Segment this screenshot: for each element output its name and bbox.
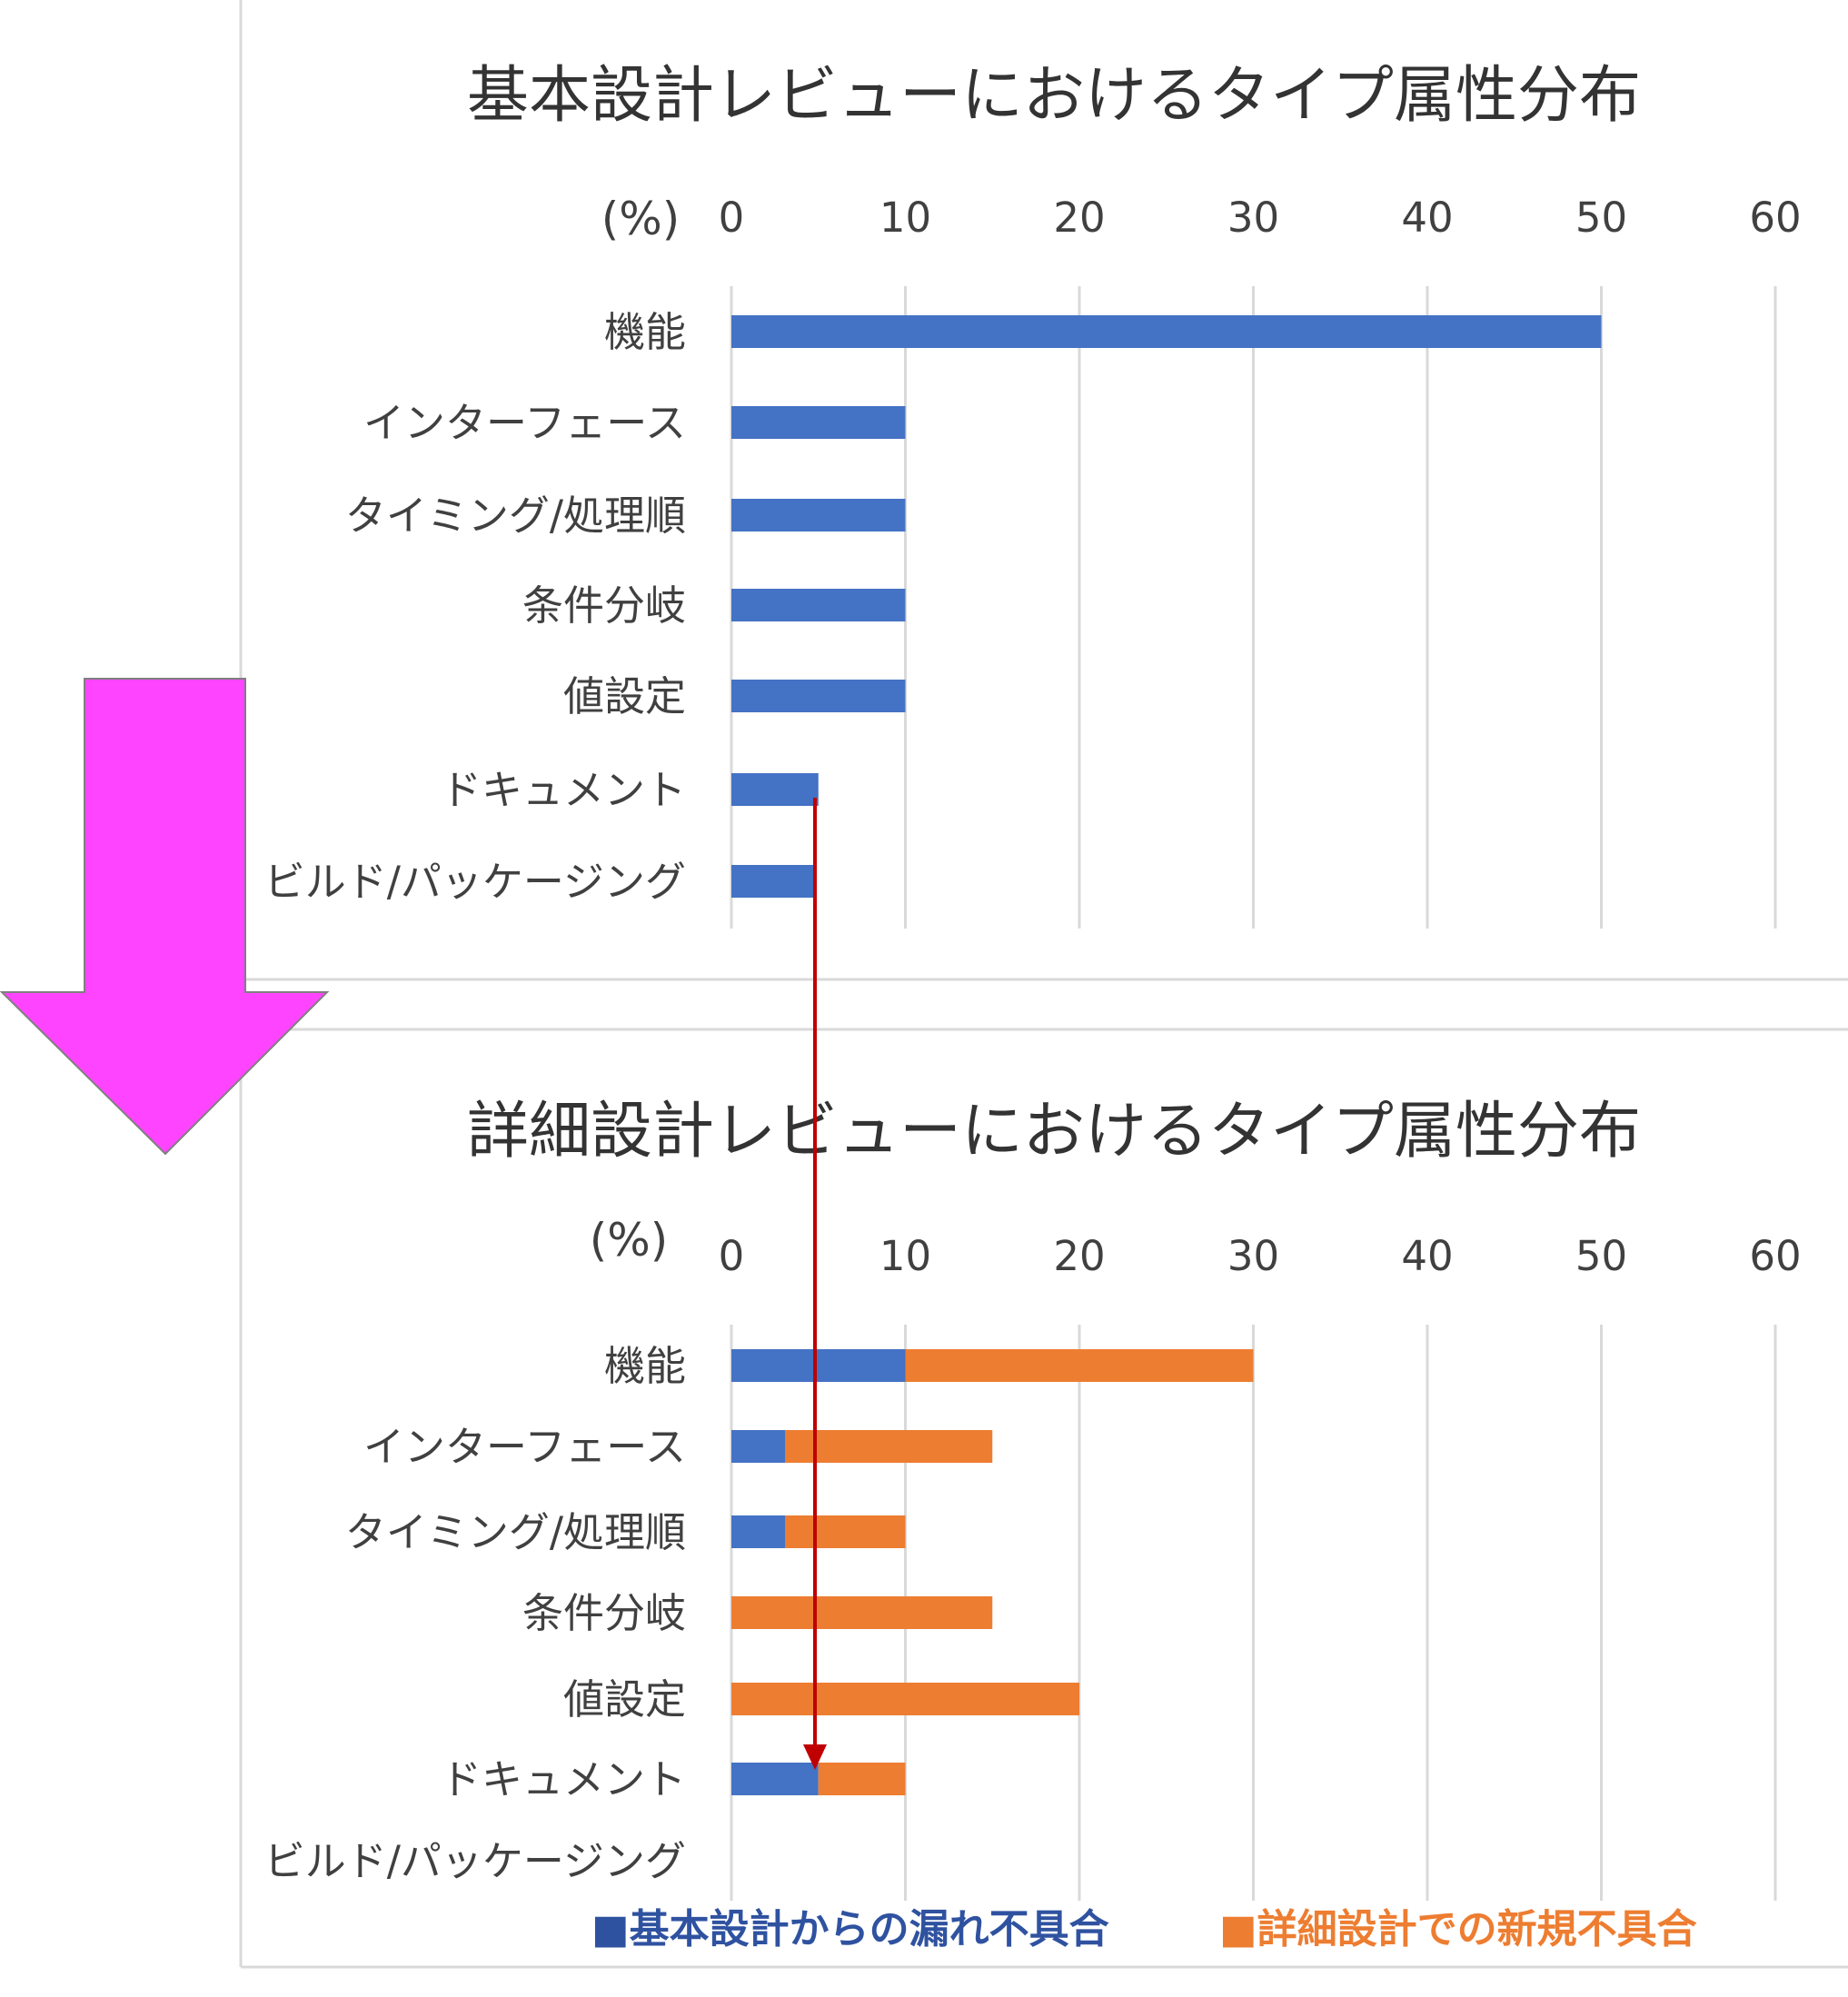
bar-segment bbox=[731, 1430, 786, 1463]
trace-arrow bbox=[803, 798, 827, 1770]
bar-segment bbox=[731, 1683, 1079, 1715]
tick-label: 10 bbox=[879, 1232, 931, 1280]
tick-label: 30 bbox=[1227, 194, 1279, 242]
category-label: 値設定 bbox=[563, 1675, 686, 1724]
category-label: タイミング/処理順 bbox=[345, 492, 686, 540]
category-label: 条件分岐 bbox=[522, 581, 686, 630]
bar-segment bbox=[731, 1596, 993, 1629]
legend-item-detail-design: ■詳細設計での新規不具合 bbox=[1219, 1906, 1697, 1952]
category-label: 条件分岐 bbox=[522, 1589, 686, 1637]
tick-label: 20 bbox=[1053, 194, 1105, 242]
category-label: タイミング/処理順 bbox=[345, 1508, 686, 1556]
bottom-chart-bars bbox=[731, 1349, 1254, 1795]
top-chart-unit-label: (%) bbox=[601, 193, 681, 245]
tick-label: 50 bbox=[1575, 1232, 1627, 1280]
bottom-chart-unit-label: (%) bbox=[590, 1214, 669, 1267]
bar-segment bbox=[731, 589, 906, 621]
category-label: 機能 bbox=[604, 1342, 686, 1390]
category-label: ドキュメント bbox=[441, 766, 686, 814]
legend-item-basic-design: ■基本設計からの漏れ不具合 bbox=[591, 1906, 1109, 1952]
top-chart-bars bbox=[731, 315, 1602, 898]
tick-label: 30 bbox=[1227, 1232, 1279, 1280]
bar-segment bbox=[731, 773, 819, 806]
legend-swatch-basic: ■ bbox=[591, 1906, 630, 1952]
top-chart-category-labels: 機能インターフェースタイミング/処理順条件分岐値設定ドキュメントビルド/パッケー… bbox=[264, 308, 686, 906]
category-label: インターフェース bbox=[363, 1423, 686, 1471]
trace-arrow-head bbox=[803, 1744, 827, 1770]
tick-label: 10 bbox=[879, 194, 931, 242]
legend-swatch-detail: ■ bbox=[1219, 1906, 1257, 1952]
top-chart-title: 基本設計レビューにおけるタイプ属性分布 bbox=[467, 60, 1641, 132]
bottom-chart-panel bbox=[239, 1028, 1848, 1969]
tick-label: 60 bbox=[1749, 1232, 1801, 1280]
bar-segment bbox=[785, 1430, 993, 1463]
tick-label: 60 bbox=[1749, 194, 1801, 242]
bar-segment bbox=[731, 865, 814, 898]
bar-segment bbox=[731, 1515, 786, 1548]
bar-segment bbox=[818, 1763, 906, 1795]
category-label: ドキュメント bbox=[441, 1755, 686, 1803]
top-chart-tick-labels: 0 10 20 30 40 50 60 bbox=[719, 194, 1802, 242]
tick-label: 50 bbox=[1575, 194, 1627, 242]
tick-label: 40 bbox=[1401, 1232, 1453, 1280]
category-label: ビルド/パッケージング bbox=[264, 1837, 686, 1885]
bar-segment bbox=[905, 1349, 1254, 1382]
bar-segment bbox=[731, 1763, 819, 1795]
bar-segment bbox=[731, 406, 906, 439]
bar-segment bbox=[731, 499, 906, 532]
category-label: 機能 bbox=[604, 308, 686, 356]
top-chart-panel bbox=[239, 0, 1848, 981]
bottom-chart-title: 詳細設計レビューにおけるタイプ属性分布 bbox=[467, 1096, 1641, 1167]
down-flow-arrow bbox=[0, 678, 330, 1156]
tick-label: 0 bbox=[719, 194, 745, 242]
category-label: 値設定 bbox=[563, 672, 686, 720]
legend: ■基本設計からの漏れ不具合 ■詳細設計での新規不具合 bbox=[591, 1906, 1697, 1952]
tick-label: 40 bbox=[1401, 194, 1453, 242]
legend-label-basic: 基本設計からの漏れ不具合 bbox=[630, 1906, 1109, 1952]
category-label: インターフェース bbox=[363, 399, 686, 447]
bottom-chart-tick-labels: 0 10 20 30 40 50 60 bbox=[719, 1232, 1802, 1280]
bar-segment bbox=[731, 680, 906, 712]
bar-segment bbox=[731, 315, 1602, 348]
tick-label: 0 bbox=[719, 1232, 745, 1280]
legend-label-detail: 詳細設計での新規不具合 bbox=[1257, 1906, 1697, 1952]
bar-segment bbox=[785, 1515, 906, 1548]
tick-label: 20 bbox=[1053, 1232, 1105, 1280]
category-label: ビルド/パッケージング bbox=[264, 858, 686, 906]
bottom-chart-category-labels: 機能インターフェースタイミング/処理順条件分岐値設定ドキュメントビルド/パッケー… bbox=[264, 1342, 686, 1885]
bar-segment bbox=[731, 1349, 906, 1382]
